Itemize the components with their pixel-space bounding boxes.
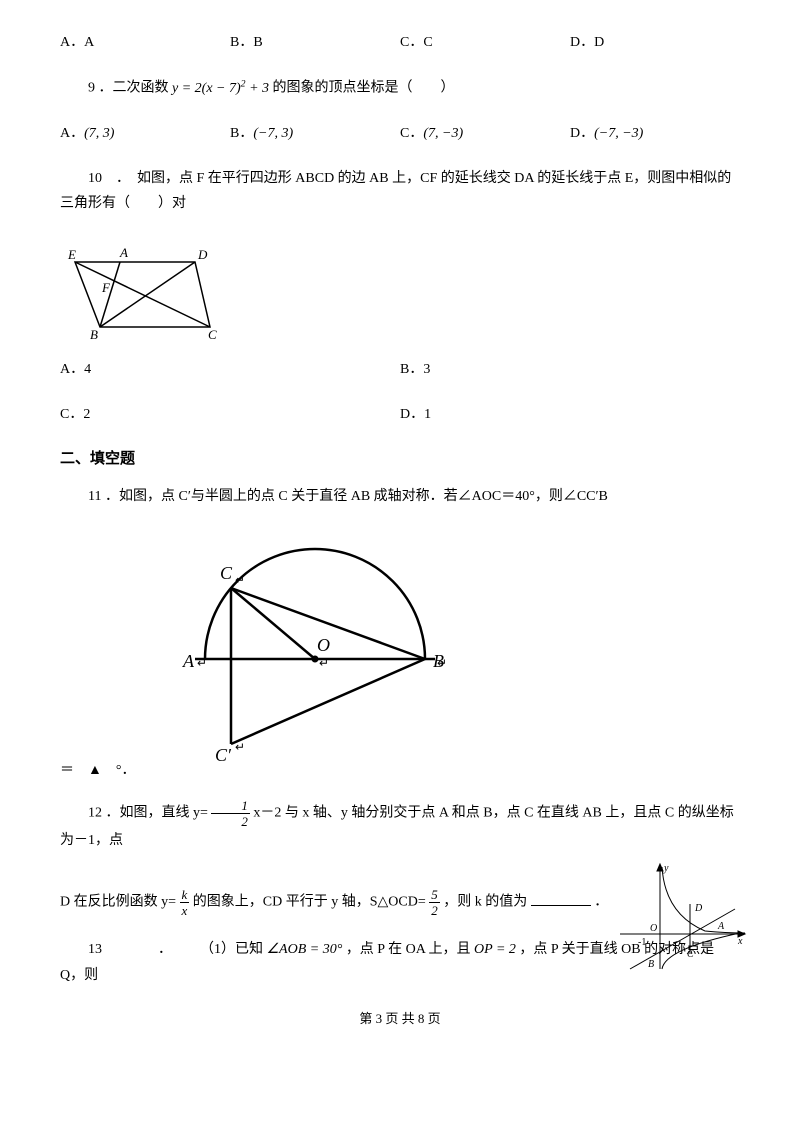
q12-line1: 12 ．如图，直线 y= 12 x－2 与 x 轴、y 轴分别交于点 A 和点 … (60, 799, 740, 853)
svg-text:y: y (663, 863, 669, 874)
q10-opt-a: A．4 (60, 357, 400, 382)
q9-opt-c: C．(7, −3) (400, 121, 570, 146)
q9-stem: 9 ．二次函数 y = 2(x − 7)2 + 3 的图象的顶点坐标是（ ） (60, 75, 740, 101)
svg-text:C: C (687, 949, 694, 960)
q9-stem-post: 的图象的顶点坐标是（ ） (273, 81, 455, 96)
q10-options-row2: C．2 D．1 (60, 402, 740, 427)
q10-figure: E A D F B C (60, 237, 740, 347)
svg-text:-1: -1 (638, 937, 646, 948)
q12-figure: y x O D A B C -1 (610, 859, 750, 979)
page-footer: 第 3 页 共 8 页 (60, 1008, 740, 1027)
label-O: O (317, 635, 330, 655)
label-F: F (101, 280, 111, 295)
q11-stem: 11 ．如图，点 C′与半圆上的点 C 关于直径 AB 成轴对称．若∠AOC＝4… (60, 484, 740, 509)
q10-opt-c: C．2 (60, 402, 400, 427)
q10-options-row1: A．4 B．3 (60, 357, 740, 382)
svg-text:↵: ↵ (197, 656, 207, 670)
label-B: B (90, 327, 98, 342)
q9-opt-d: D．(−7, −3) (570, 121, 740, 146)
exam-page: A．A B．B C．C D．D 9 ．二次函数 y = 2(x − 7)2 + … (0, 0, 800, 1047)
svg-text:↵: ↵ (235, 573, 245, 587)
q9-opt-a: A．(7, 3) (60, 121, 230, 146)
q10-opt-b: B．3 (400, 357, 740, 382)
q8-opt-c: C．C (400, 30, 570, 55)
q11-tail: ＝ ▲ °． (60, 759, 135, 779)
label-C: C (208, 327, 217, 342)
svg-text:↵: ↵ (235, 740, 245, 754)
label-C: C (220, 563, 233, 583)
q9-stem-pre: 9 ．二次函数 (88, 81, 169, 96)
q8-opt-a: A．A (60, 30, 230, 55)
label-A: A (182, 651, 195, 671)
svg-text:B: B (648, 959, 654, 970)
label-D: D (197, 247, 208, 262)
q8-opt-b: B．B (230, 30, 400, 55)
svg-text:A: A (717, 921, 725, 932)
q9-formula: y = 2(x − 7)2 + 3 (172, 81, 269, 96)
svg-text:↵: ↵ (437, 656, 447, 670)
q12-block: 12 ．如图，直线 y= 12 x－2 与 x 轴、y 轴分别交于点 A 和点 … (60, 799, 740, 917)
label-E: E (67, 247, 76, 262)
label-C2: C′ (215, 745, 232, 765)
label-A: A (119, 245, 128, 260)
svg-text:↵: ↵ (319, 656, 329, 670)
section-2-title: 二、填空题 (60, 447, 740, 468)
q8-opt-d: D．D (570, 30, 740, 55)
q9-options: A．(7, 3) B．(−7, 3) C．(7, −3) D．(−7, −3) (60, 121, 740, 146)
q10-opt-d: D．1 (400, 402, 740, 427)
q9-opt-b: B．(−7, 3) (230, 121, 400, 146)
svg-text:O: O (650, 923, 657, 934)
q13-op: OP = 2 (474, 942, 516, 957)
svg-text:D: D (694, 903, 703, 914)
q12-blank (531, 891, 591, 906)
q8-options: A．A B．B C．C D．D (60, 30, 740, 55)
q11-figure: C A O B C′ ↵ ↵ ↵ ↵ ↵ (165, 539, 475, 769)
q13-angle: ∠AOB = 30° (267, 942, 343, 957)
q11-figure-row: ＝ ▲ °． C A O B C′ (60, 529, 740, 779)
q10-stem: 10 ． 如图，点 F 在平行四边形 ABCD 的边 AB 上，CF 的延长线交… (60, 166, 740, 216)
svg-text:x: x (737, 936, 743, 947)
